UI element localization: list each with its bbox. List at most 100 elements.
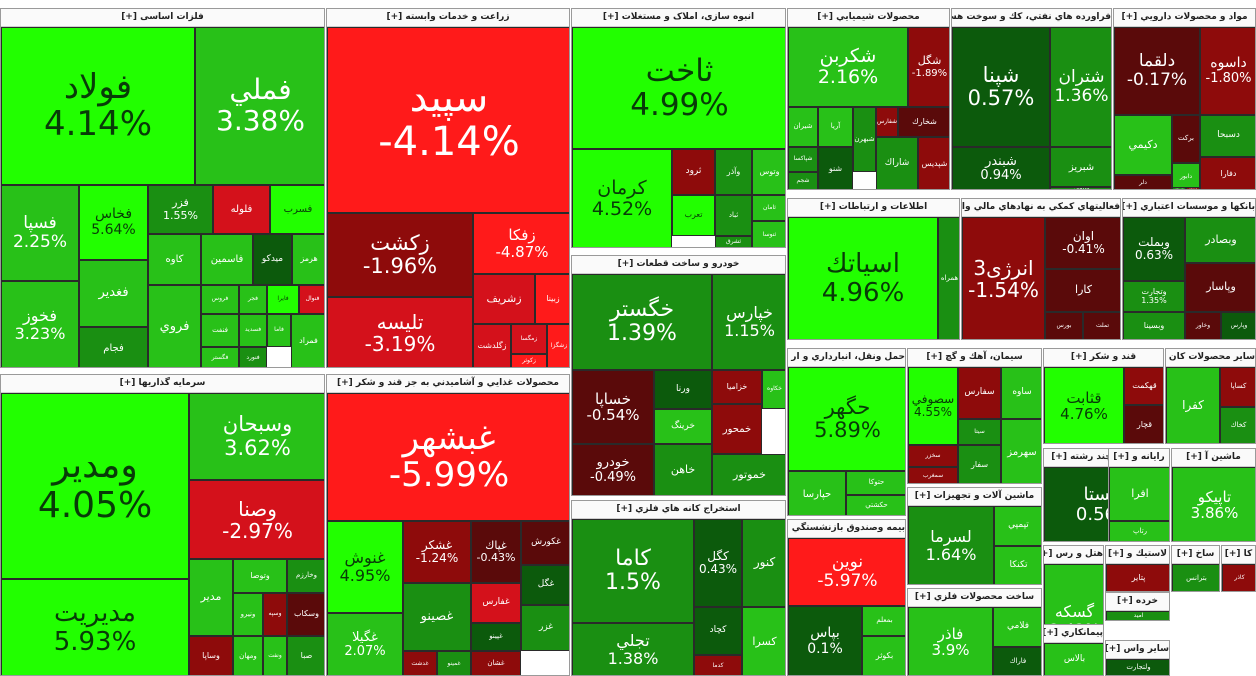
stock-tile[interactable]: ونفت — [263, 636, 287, 675]
stock-tile[interactable]: حپارسا — [788, 471, 846, 515]
sector-title[interactable]: لاستيك و [+] — [1106, 546, 1169, 564]
sector-title[interactable]: بانكها و موسسات اعتباري [+] — [1123, 199, 1255, 217]
stock-tile[interactable]: حكشتي — [846, 495, 905, 515]
stock-tile[interactable]: فاراك — [993, 647, 1041, 675]
stock-tile[interactable]: خمحور — [712, 404, 762, 454]
stock-tile[interactable]: زمگسا — [511, 324, 547, 354]
sector-title[interactable]: استخراج كانه هاي فلزي [+] — [572, 501, 785, 519]
stock-tile[interactable]: شيران — [788, 107, 818, 147]
sector-title[interactable]: سرمايه گذاريها [+] — [1, 375, 324, 393]
stock-tile[interactable]: كساپا — [1220, 367, 1255, 407]
stock-tile[interactable]: وخاور — [1185, 312, 1221, 339]
stock-tile[interactable]: انرژی3 -1.54% — [962, 217, 1045, 339]
stock-tile[interactable]: غفارس — [471, 583, 521, 623]
stock-tile[interactable]: خرينگ — [654, 409, 712, 444]
stock-tile[interactable]: كسرا — [742, 607, 785, 675]
stock-tile[interactable]: غپينو — [471, 623, 521, 651]
stock-tile[interactable]: فروس — [201, 285, 239, 314]
sector-title[interactable]: حمل ونقل، انبارداري و ار [+] — [788, 349, 905, 367]
stock-tile[interactable]: شاوان — [1050, 187, 1111, 189]
stock-tile[interactable]: دسبحا — [1200, 115, 1255, 157]
stock-tile[interactable]: فلوله — [213, 185, 270, 234]
stock-tile[interactable]: فگستر — [201, 347, 239, 367]
stock-tile[interactable]: كگل 0.43% — [694, 519, 742, 607]
stock-tile[interactable]: وخارزم — [287, 559, 324, 593]
stock-tile[interactable]: غصينو — [403, 583, 471, 651]
stock-tile[interactable]: فملي 3.38% — [195, 27, 324, 185]
sector-title[interactable]: ساخ [+] — [1172, 546, 1219, 564]
stock-tile[interactable]: حگهر 5.89% — [788, 367, 905, 471]
stock-tile[interactable]: تاپيكو 3.86% — [1172, 467, 1255, 541]
stock-tile[interactable]: سپيد -4.14% — [327, 27, 569, 213]
stock-tile[interactable]: زكشت -1.96% — [327, 213, 473, 297]
stock-tile[interactable]: وسبحان 3.62% — [189, 393, 324, 480]
stock-tile[interactable]: نوين -5.97% — [788, 538, 905, 606]
stock-tile[interactable]: ساوه — [1001, 367, 1041, 419]
sector-title[interactable]: فعاليتهاي كمكي به نهادهاي مالي واسط [+] — [962, 199, 1120, 217]
stock-tile[interactable]: بركت — [1172, 115, 1200, 163]
stock-tile[interactable]: بورس — [1045, 312, 1083, 339]
sector-title[interactable]: خرده [+] — [1106, 593, 1169, 611]
stock-tile[interactable]: فخوز 3.23% — [1, 281, 79, 367]
stock-tile[interactable]: وپاسار — [1185, 263, 1255, 312]
stock-tile[interactable]: خاهن — [654, 444, 712, 495]
stock-tile[interactable]: حتوكا — [846, 471, 905, 495]
stock-tile[interactable]: زفكا -4.87% — [473, 213, 569, 274]
stock-tile[interactable]: ورنا — [654, 370, 712, 409]
stock-tile[interactable]: سيتا — [958, 419, 1001, 445]
stock-tile[interactable]: خساپا -0.54% — [572, 370, 654, 444]
stock-tile[interactable]: كخاك — [1220, 407, 1255, 443]
sector-title[interactable]: زراعت و خدمات وابسته [+] — [327, 9, 569, 27]
stock-tile[interactable]: سصوفي 4.55% — [908, 367, 958, 445]
stock-tile[interactable]: كارا — [1045, 269, 1120, 312]
stock-tile[interactable]: فلامي — [993, 607, 1041, 647]
stock-tile[interactable]: دلر — [1114, 175, 1172, 189]
sector-title[interactable]: ساخت محصولات فلزي [+] — [908, 589, 1041, 607]
stock-tile[interactable]: شتران 1.36% — [1050, 27, 1111, 147]
sector-title[interactable]: پيمانكاري [+] — [1044, 625, 1103, 643]
sector-title[interactable]: محصولات غذايي و آشاميدني به جز قند و شكر… — [327, 375, 569, 393]
stock-tile[interactable]: فجام — [79, 327, 148, 367]
sector-title[interactable]: ماشين آلات و تجهيزات [+] — [908, 488, 1041, 506]
stock-tile[interactable]: سخزر — [908, 445, 958, 467]
stock-tile[interactable]: وسكاب — [287, 593, 324, 636]
stock-tile[interactable]: سفارس — [958, 367, 1001, 419]
stock-tile[interactable]: شپديس — [918, 137, 949, 189]
stock-tile[interactable]: خودرو -0.49% — [572, 444, 654, 495]
stock-tile[interactable]: غگل — [521, 565, 569, 605]
stock-tile[interactable]: شبندر 0.94% — [952, 147, 1050, 189]
stock-tile[interactable]: ديران — [1172, 187, 1186, 189]
stock-tile[interactable]: رتاپ — [1109, 521, 1169, 541]
stock-tile[interactable]: فسرب — [270, 185, 324, 234]
stock-tile[interactable]: قچار — [1124, 405, 1163, 443]
stock-tile[interactable]: كاذر — [1222, 564, 1255, 591]
sector-title[interactable]: فراورده هاي نفتي، كك و سوخت هسته اي [+] — [952, 9, 1111, 27]
stock-tile[interactable]: غشان — [471, 651, 521, 675]
stock-tile[interactable]: دابور — [1172, 163, 1200, 189]
stock-tile[interactable]: تكنكا — [994, 546, 1041, 584]
stock-tile[interactable]: سمغرب — [908, 467, 958, 483]
stock-tile[interactable]: ثشرق — [715, 236, 752, 247]
stock-tile[interactable]: غشكر -1.24% — [403, 521, 471, 583]
stock-tile[interactable]: شجم — [788, 172, 818, 189]
stock-tile[interactable]: سهرمز — [1001, 419, 1041, 483]
stock-tile[interactable]: ثاخت 4.99% — [572, 27, 785, 149]
stock-tile[interactable]: فروي — [148, 285, 201, 367]
stock-tile[interactable]: ثرود — [672, 149, 715, 195]
stock-tile[interactable]: ثباد — [715, 195, 752, 236]
stock-tile[interactable]: تجلي 1.38% — [572, 623, 694, 675]
stock-tile[interactable]: وصنا -2.97% — [189, 480, 324, 559]
stock-tile[interactable]: شنو — [818, 147, 853, 189]
stock-tile[interactable]: غدشت — [403, 651, 437, 675]
stock-tile[interactable]: غزر — [521, 605, 569, 651]
stock-tile[interactable]: وبصادر — [1185, 217, 1255, 263]
stock-tile[interactable]: كدما — [694, 655, 742, 675]
stock-tile[interactable]: ومهان — [233, 636, 263, 675]
stock-tile[interactable]: ولتجارت — [1106, 659, 1169, 675]
stock-tile[interactable]: سفار — [958, 445, 1001, 483]
stock-tile[interactable]: شبريز — [1050, 147, 1111, 187]
stock-tile[interactable]: وبملت 0.63% — [1123, 217, 1185, 281]
stock-tile[interactable]: فغدير — [79, 260, 148, 327]
stock-tile[interactable]: مدير — [189, 559, 233, 636]
stock-tile[interactable]: مديريت 5.93% — [1, 579, 189, 675]
